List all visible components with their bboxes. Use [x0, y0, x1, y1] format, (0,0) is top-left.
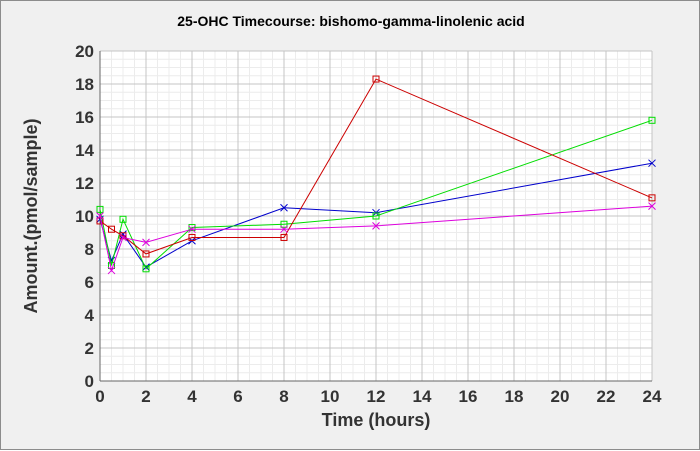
- data-point: [96, 212, 104, 220]
- y-tick-label: 18: [75, 75, 94, 94]
- marker-stroke: [372, 222, 380, 230]
- x-tick-label: 20: [551, 387, 570, 406]
- x-tick-label: 18: [505, 387, 524, 406]
- marker-stroke: [96, 215, 104, 224]
- data-point: [96, 205, 104, 213]
- x-tick-label: 6: [233, 387, 242, 406]
- y-axis-title: Amount.(pmol/sample): [21, 118, 41, 313]
- marker-stroke: [142, 238, 150, 247]
- y-tick-label: 12: [75, 174, 94, 193]
- data-point: [119, 233, 127, 242]
- x-axis-title: Time (hours): [322, 410, 431, 430]
- data-point: [280, 233, 288, 241]
- x-axis-ticks: 0 2 4 6 8 10 12 14 16 18 20 22 24: [95, 387, 662, 406]
- y-tick-label: 4: [85, 306, 95, 325]
- marker-stroke: [280, 203, 288, 212]
- marker-stroke: [96, 212, 104, 220]
- data-point: [107, 266, 116, 275]
- marker-stroke: [142, 263, 150, 272]
- data-point: [188, 224, 196, 232]
- data-point: [648, 202, 656, 210]
- data-point: [648, 159, 656, 168]
- series-4: [96, 202, 656, 275]
- x-tick-label: 8: [279, 387, 288, 406]
- marker-stroke: [119, 230, 127, 239]
- x-tick-label: 24: [643, 387, 662, 406]
- x-tick-label: 0: [95, 387, 104, 406]
- major-gridlines: [99, 50, 653, 382]
- data-point: [119, 230, 127, 239]
- x-tick-label: 4: [187, 387, 197, 406]
- y-tick-label: 0: [85, 372, 94, 391]
- series-layer: [96, 75, 656, 275]
- marker-stroke: [119, 233, 127, 242]
- data-point: [280, 203, 288, 212]
- data-point: [280, 220, 288, 228]
- data-point: [372, 212, 380, 220]
- marker-stroke: [188, 225, 196, 234]
- data-point: [648, 116, 656, 124]
- marker-stroke: [648, 159, 656, 168]
- data-point: [142, 265, 150, 273]
- marker-stroke: [648, 202, 656, 210]
- x-tick-label: 2: [141, 387, 150, 406]
- y-tick-label: 8: [85, 240, 94, 259]
- y-axis-ticks: 0 2 4 6 8 10 12 14 16 18 20: [75, 42, 94, 391]
- data-point: [119, 215, 127, 223]
- y-tick-label: 16: [75, 108, 94, 127]
- x-tick-label: 16: [459, 387, 478, 406]
- data-point: [188, 225, 196, 234]
- series-2: [96, 116, 656, 273]
- y-tick-label: 20: [75, 42, 94, 61]
- data-point: [108, 225, 115, 233]
- x-tick-label: 14: [413, 387, 432, 406]
- data-point: [142, 238, 150, 247]
- data-point: [142, 250, 150, 258]
- series-line: [99, 205, 653, 273]
- y-tick-label: 14: [75, 141, 94, 160]
- data-point: [648, 194, 656, 202]
- x-tick-label: 12: [367, 387, 386, 406]
- x-tick-label: 10: [321, 387, 340, 406]
- y-tick-label: 10: [75, 207, 94, 226]
- x-tick-label: 22: [597, 387, 616, 406]
- data-point: [372, 75, 380, 83]
- marker-stroke: [107, 266, 116, 275]
- series-line: [99, 119, 653, 270]
- y-tick-label: 6: [85, 273, 94, 292]
- y-tick-label: 2: [85, 339, 94, 358]
- data-point: [188, 233, 196, 241]
- data-point: [372, 222, 380, 230]
- chart-title: 25-OHC Timecourse: bishomo-gamma-linolen…: [177, 13, 524, 29]
- marker-stroke: [280, 225, 288, 234]
- data-point: [280, 225, 288, 234]
- series-line: [99, 78, 653, 255]
